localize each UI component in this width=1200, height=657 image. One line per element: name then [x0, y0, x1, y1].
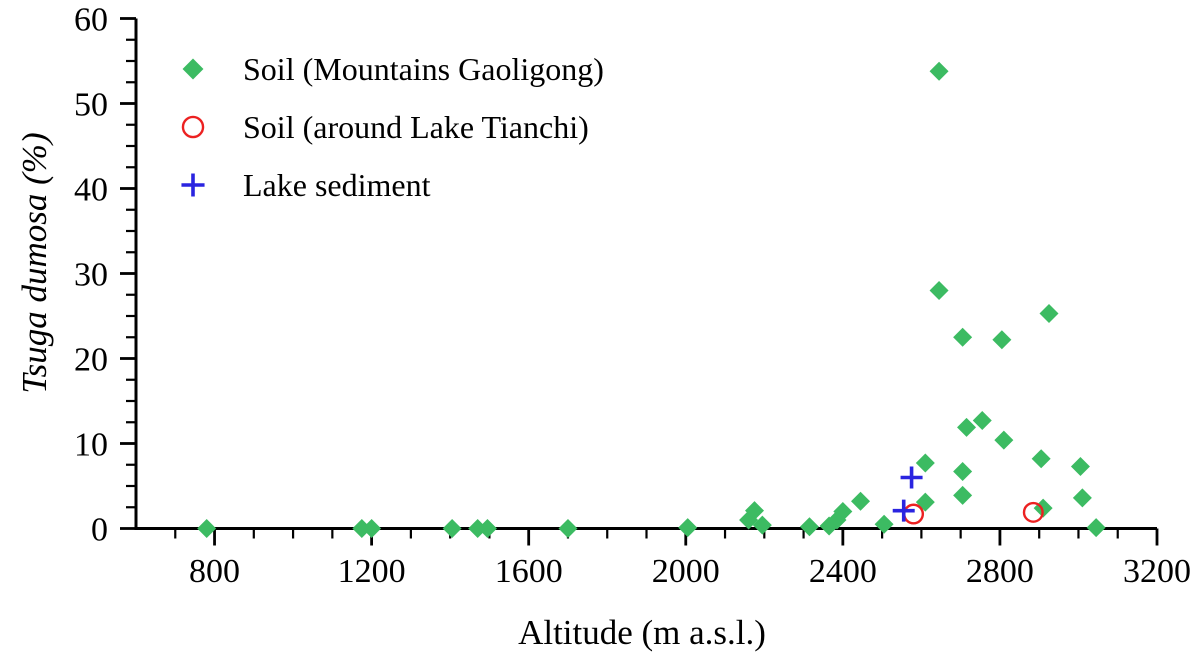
diamond-marker [874, 514, 894, 534]
diamond-marker [468, 519, 488, 538]
y-tick-label: 10 [74, 427, 108, 464]
diamond-marker [915, 492, 935, 512]
x-tick-label: 1600 [495, 553, 563, 590]
y-axis-title: Tsuga dumosa (%) [15, 132, 54, 393]
diamond-marker [1072, 488, 1092, 508]
y-tick-label: 20 [74, 342, 108, 379]
diamond-marker [744, 501, 764, 521]
x-tick-label: 2800 [966, 553, 1034, 590]
x-tick-label: 2400 [809, 553, 877, 590]
diamond-marker [972, 411, 992, 431]
diamond-marker [442, 519, 462, 538]
diamond-marker [1031, 449, 1051, 469]
open-circle-marker [1022, 501, 1044, 523]
diamond-marker [953, 485, 973, 505]
legend-diamond-icon [182, 58, 204, 80]
diamond-marker [953, 462, 973, 482]
legend: Soil (Mountains Gaoligong) Soil (around … [181, 51, 604, 203]
legend-plus-icon [181, 173, 205, 197]
diamond-marker [1070, 456, 1090, 476]
y-tick-label: 40 [74, 172, 108, 209]
legend-label-soil-lake-tianchi: Soil (around Lake Tianchi) [243, 109, 589, 145]
diamond-marker [1039, 303, 1059, 323]
x-tick-label: 800 [189, 553, 240, 590]
legend-circle-icon [181, 115, 205, 139]
open-circle-marker [903, 503, 925, 525]
diamond-marker [477, 519, 497, 538]
diamond-marker [833, 502, 853, 521]
axes: 800 1200 1600 2000 2400 2800 3200 0 10 20 30 40 50 60 [74, 2, 1191, 591]
x-tick-label: 1200 [338, 553, 406, 590]
diamond-marker [994, 430, 1014, 450]
x-axis-title: Altitude (m a.s.l.) [518, 613, 766, 652]
diamond-marker [558, 519, 578, 538]
legend-label-soil-mountains-gaoligong: Soil (Mountains Gaoligong) [243, 51, 604, 87]
diamond-marker [352, 519, 372, 538]
plus-marker [900, 466, 923, 489]
y-tick-label: 50 [74, 87, 108, 124]
y-tick-label: 60 [74, 2, 108, 39]
plus-marker [892, 499, 915, 522]
diamond-marker [929, 61, 949, 81]
diamond-marker [992, 330, 1012, 350]
diamond-marker [752, 515, 772, 535]
diamond-marker [915, 453, 935, 473]
diamond-marker [799, 517, 819, 537]
data-points [197, 61, 1106, 538]
diamond-marker [197, 519, 217, 538]
legend-item-soil-lake-tianchi: Soil (around Lake Tianchi) [181, 109, 589, 145]
diamond-marker [851, 491, 871, 511]
diamond-marker [182, 58, 204, 80]
x-tick-label: 2000 [652, 553, 720, 590]
diamond-marker [678, 518, 698, 538]
legend-item-lake-sediment: Lake sediment [181, 167, 431, 203]
y-tick-label: 30 [74, 257, 108, 294]
open-circle-marker [181, 115, 205, 139]
series-plus [892, 466, 923, 522]
legend-item-soil-mountains-gaoligong: Soil (Mountains Gaoligong) [182, 51, 604, 87]
diamond-marker [953, 327, 973, 347]
plus-marker [181, 173, 205, 197]
legend-label-lake-sediment: Lake sediment [243, 167, 431, 203]
diamond-marker [362, 519, 382, 538]
diamond-marker [957, 417, 977, 437]
y-tick-label: 0 [91, 512, 108, 549]
x-tick-label: 3200 [1123, 553, 1191, 590]
diamond-marker [1086, 518, 1106, 538]
diamond-marker [929, 281, 949, 300]
